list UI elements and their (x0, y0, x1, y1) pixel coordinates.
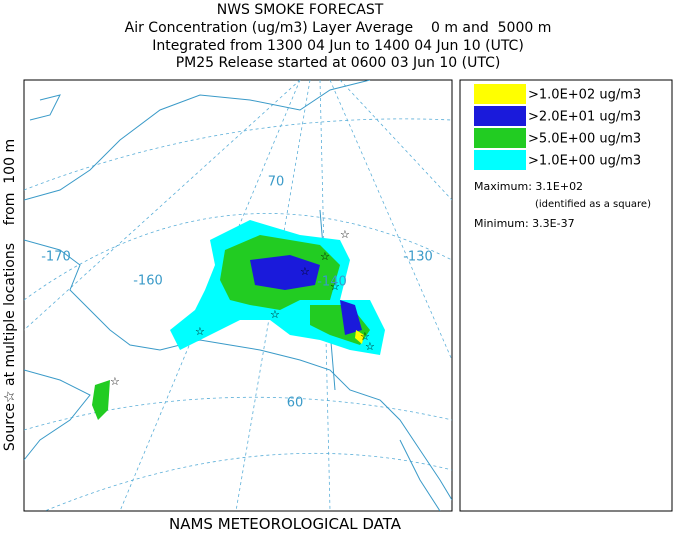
graticule-label: -140 (317, 275, 347, 290)
title: NWS SMOKE FORECAST (217, 2, 384, 18)
graticule-label: -130 (403, 250, 433, 265)
legend-label: >5.0E+00 ug/m3 (528, 132, 641, 147)
side-label: Source☆ at multiple locations from 100 m (2, 139, 18, 451)
maximum: Maximum: 3.1E+02 (474, 180, 583, 193)
footer: NAMS METEOROLOGICAL DATA (169, 515, 402, 532)
lat-line (24, 118, 452, 191)
legend-label: >1.0E+00 ug/m3 (528, 154, 641, 169)
graticule-label: -170 (41, 250, 71, 265)
sources: ☆☆☆ ☆☆☆ ☆☆☆ (110, 228, 375, 388)
svg-text:☆: ☆ (270, 308, 280, 321)
svg-text:☆: ☆ (300, 265, 310, 278)
minimum: Minimum: 3.3E-37 (474, 217, 575, 230)
lat-line (24, 396, 452, 431)
coastline (24, 80, 452, 511)
legend-swatch (474, 84, 526, 104)
smoke-area (250, 255, 362, 335)
legend-label: >2.0E+01 ug/m3 (528, 110, 641, 125)
lat-line (43, 452, 452, 511)
legend-swatch (474, 128, 526, 148)
graticule-label: 60 (287, 396, 304, 411)
legend-label: >1.0E+02 ug/m3 (528, 88, 641, 103)
svg-text:☆: ☆ (360, 330, 370, 343)
svg-text:☆: ☆ (110, 375, 120, 388)
svg-text:☆: ☆ (320, 250, 330, 263)
smoke-area (355, 330, 364, 344)
svg-text:☆: ☆ (330, 280, 340, 293)
graticule-label: -160 (133, 274, 163, 289)
legend-swatch (474, 106, 526, 126)
svg-text:☆: ☆ (365, 340, 375, 353)
header-line: Air Concentration (ug/m3) Layer Average … (125, 20, 552, 36)
graticule-label: 70 (268, 175, 285, 190)
svg-text:☆: ☆ (195, 325, 205, 338)
header-line: PM25 Release started at 0600 03 Jun 10 (… (176, 55, 501, 71)
lat-line (24, 213, 452, 301)
lon-line (329, 80, 452, 361)
legend-swatch (474, 150, 526, 170)
lon-line (24, 80, 301, 331)
maximum-note: (identified as a square) (535, 199, 651, 210)
svg-text:☆: ☆ (340, 228, 350, 241)
header-line: Integrated from 1300 04 Jun to 1400 04 J… (152, 38, 524, 54)
map: ☆☆☆ ☆☆☆ ☆☆☆ -170 -160 -140 -130 70 60 (24, 80, 452, 511)
legend: >1.0E+02 ug/m3 >2.0E+01 ug/m3 >5.0E+00 ug/… (474, 84, 641, 170)
